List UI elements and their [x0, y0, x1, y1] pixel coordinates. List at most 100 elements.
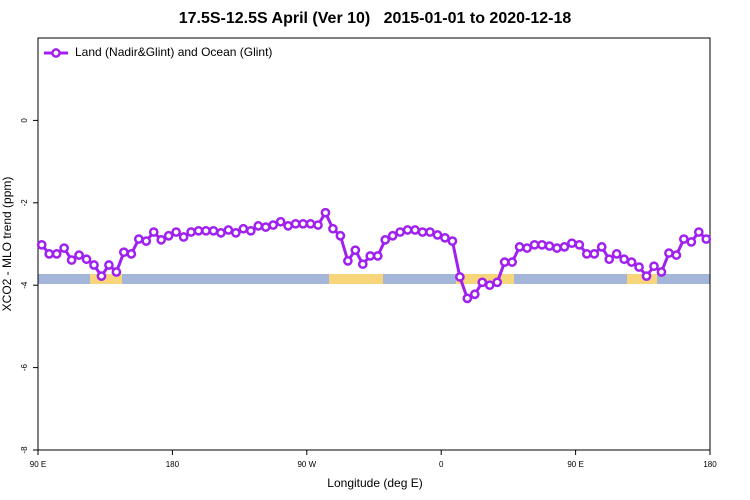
point	[649, 261, 659, 272]
point	[447, 236, 458, 246]
point	[96, 271, 107, 281]
surface-band	[38, 274, 710, 284]
point	[357, 259, 368, 270]
point	[372, 251, 383, 261]
point	[156, 235, 167, 245]
point	[686, 237, 697, 247]
point	[171, 227, 181, 237]
point	[186, 227, 196, 237]
legend-label: Land (Nadir&Glint) and Ocean (Glint)	[75, 45, 272, 59]
point	[552, 243, 562, 253]
point	[529, 239, 540, 250]
point	[268, 220, 279, 230]
point	[66, 255, 77, 265]
land-band	[90, 274, 122, 284]
point	[119, 247, 129, 258]
point	[133, 234, 144, 244]
point	[305, 218, 316, 229]
point	[402, 225, 413, 235]
point	[111, 267, 122, 277]
x-tick-label: 90 E	[567, 460, 583, 469]
point	[201, 225, 211, 236]
point	[104, 260, 114, 270]
point	[581, 249, 592, 259]
point	[671, 250, 682, 260]
x-tick-label: 180	[703, 460, 717, 469]
point	[656, 267, 667, 277]
point	[313, 220, 323, 230]
point	[298, 218, 308, 229]
point	[507, 257, 517, 267]
point	[634, 262, 644, 272]
point	[626, 257, 637, 267]
point	[469, 289, 480, 300]
y-tick-label: -8	[20, 446, 29, 454]
point	[350, 245, 361, 256]
point	[559, 242, 570, 252]
point	[59, 243, 69, 253]
point	[283, 221, 293, 231]
point	[484, 280, 495, 291]
point	[36, 239, 47, 250]
point	[126, 249, 137, 259]
point	[664, 248, 674, 258]
y-axis-label: XCO2 - MLO trend (ppm)	[0, 177, 14, 312]
point	[253, 221, 264, 231]
point	[260, 222, 271, 232]
y-tick-label: -6	[20, 363, 29, 371]
point	[238, 223, 249, 234]
point	[432, 230, 443, 240]
point	[410, 225, 420, 235]
point	[320, 207, 331, 218]
chart-title: 17.5S-12.5S April (Ver 10) 2015-01-01 to…	[179, 10, 572, 27]
point	[701, 234, 712, 244]
y-tick-label: -4	[20, 281, 29, 289]
point	[596, 242, 607, 252]
land-band	[627, 274, 657, 284]
point	[380, 235, 391, 245]
point	[499, 257, 510, 267]
x-tick-label: 180	[166, 460, 180, 469]
point	[74, 250, 84, 260]
x-tick-label: 0	[439, 460, 444, 469]
point	[231, 228, 241, 238]
point	[589, 249, 600, 259]
point	[574, 239, 585, 250]
point	[245, 225, 256, 236]
x-tick-label: 90 W	[297, 460, 316, 469]
point	[537, 239, 547, 250]
point	[51, 249, 62, 259]
point	[514, 242, 525, 252]
point	[544, 241, 555, 251]
point	[163, 230, 174, 241]
point	[148, 227, 159, 237]
point	[522, 243, 532, 253]
point	[619, 254, 629, 265]
point	[641, 271, 652, 281]
point	[455, 272, 465, 282]
legend-marker	[51, 48, 61, 58]
point	[477, 277, 488, 288]
point	[81, 254, 92, 265]
plot-frame	[37, 37, 711, 451]
point	[141, 236, 152, 246]
y-tick-label: -2	[20, 199, 29, 207]
y-tick-label: 0	[20, 118, 29, 123]
point	[343, 256, 353, 266]
point	[335, 230, 346, 241]
point	[290, 218, 301, 229]
point	[425, 227, 435, 237]
x-axis-label: Longitude (deg E)	[327, 476, 422, 490]
point	[365, 251, 376, 261]
point	[178, 232, 189, 242]
point	[611, 249, 622, 259]
point	[679, 234, 689, 244]
point	[89, 260, 99, 270]
point	[193, 225, 204, 236]
point	[567, 238, 577, 249]
point	[462, 293, 473, 304]
point	[275, 216, 286, 227]
point	[492, 277, 503, 288]
